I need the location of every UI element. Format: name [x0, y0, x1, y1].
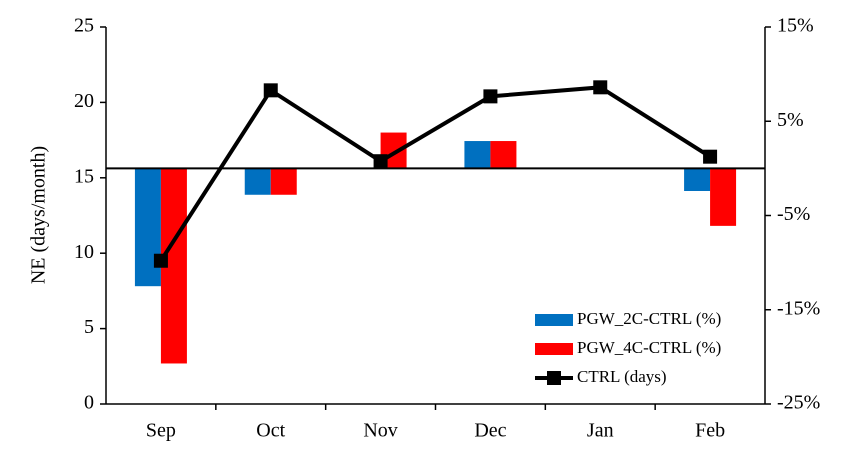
x-tick-label: Dec — [474, 420, 506, 442]
x-tick-label: Sep — [146, 420, 176, 442]
x-tick-label: Nov — [363, 420, 397, 442]
bar — [464, 141, 491, 169]
y-tick-label: 25 — [74, 15, 94, 37]
x-tick-label: Feb — [695, 420, 725, 442]
y-tick-label: 15 — [74, 165, 94, 187]
bar — [710, 168, 737, 226]
legend-swatch — [535, 343, 573, 355]
y2-tick-label: -15% — [777, 297, 820, 319]
y2-tick-label: 5% — [777, 109, 804, 131]
legend-label: CTRL (days) — [577, 367, 667, 386]
marker — [373, 154, 388, 169]
y2-tick-label: -5% — [777, 203, 810, 225]
x-tick-label: Jan — [587, 420, 614, 442]
y-tick-label: 10 — [74, 241, 94, 263]
y-tick-label: 0 — [84, 392, 94, 414]
bar — [270, 168, 297, 195]
bar — [684, 168, 711, 191]
bar — [490, 141, 517, 169]
marker — [593, 80, 608, 95]
y-tick-label: 5 — [84, 316, 94, 338]
legend-label: PGW_4C-CTRL (%) — [577, 338, 721, 357]
marker — [483, 89, 498, 104]
legend-marker — [547, 371, 561, 385]
y2-tick-label: -25% — [777, 392, 820, 414]
marker — [263, 83, 278, 98]
line — [159, 85, 712, 262]
bar — [134, 168, 161, 287]
marker — [153, 253, 168, 268]
bar — [244, 168, 271, 195]
y-tick-label: 20 — [74, 90, 94, 112]
marker — [703, 149, 718, 164]
x-tick-label: Oct — [256, 420, 285, 442]
legend-swatch — [535, 314, 573, 326]
legend-label: PGW_2C-CTRL (%) — [577, 309, 721, 328]
y-axis-title: NE (days/month) — [28, 146, 50, 284]
y2-tick-label: 15% — [777, 15, 814, 37]
